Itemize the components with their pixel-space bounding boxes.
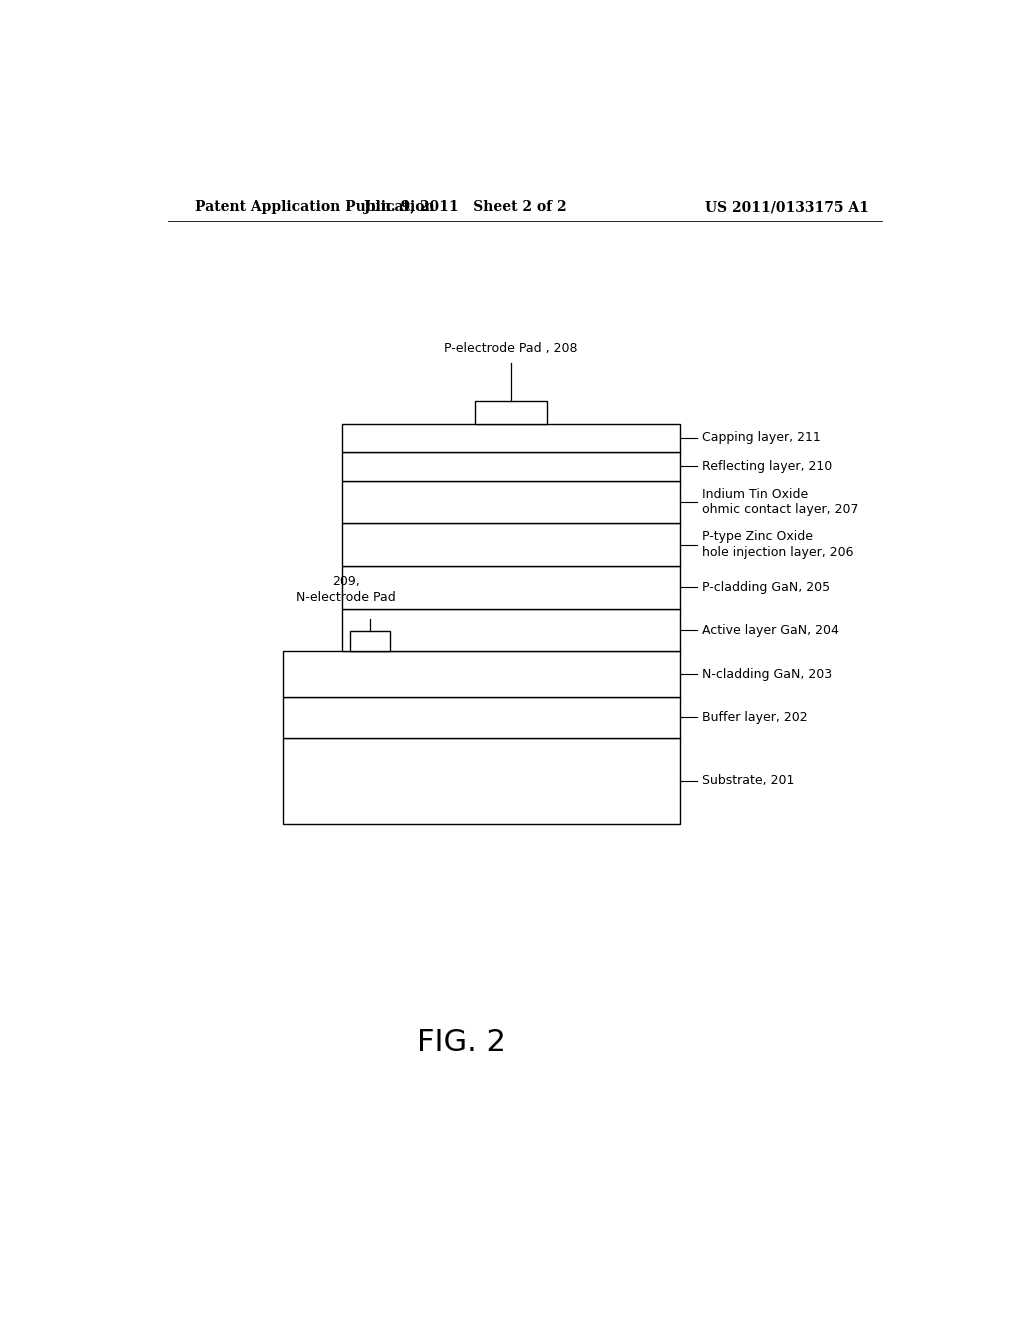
Bar (283, 697, 680, 738)
Text: Jun. 9, 2011   Sheet 2 of 2: Jun. 9, 2011 Sheet 2 of 2 (364, 201, 566, 214)
Text: P-cladding GaN, 205: P-cladding GaN, 205 (701, 581, 829, 594)
Text: US 2011/0133175 A1: US 2011/0133175 A1 (705, 201, 868, 214)
Text: P-electrode Pad , 208: P-electrode Pad , 208 (444, 342, 578, 355)
Bar (475, 401, 547, 424)
Bar (342, 523, 680, 566)
Bar (342, 566, 680, 609)
Text: FIG. 2: FIG. 2 (417, 1028, 506, 1057)
Text: Active layer GaN, 204: Active layer GaN, 204 (701, 623, 839, 636)
Text: Capping layer, 211: Capping layer, 211 (701, 432, 820, 445)
Text: P-type Zinc Oxide
hole injection layer, 206: P-type Zinc Oxide hole injection layer, … (701, 531, 853, 558)
Text: Substrate, 201: Substrate, 201 (701, 775, 795, 788)
Text: Reflecting layer, 210: Reflecting layer, 210 (701, 459, 833, 473)
Text: N-cladding GaN, 203: N-cladding GaN, 203 (701, 668, 831, 681)
Bar (283, 651, 680, 697)
Text: Buffer layer, 202: Buffer layer, 202 (701, 711, 807, 723)
Bar (350, 631, 390, 651)
Bar (342, 480, 680, 523)
Text: Patent Application Publication: Patent Application Publication (196, 201, 435, 214)
Text: Indium Tin Oxide
ohmic contact layer, 207: Indium Tin Oxide ohmic contact layer, 20… (701, 487, 858, 516)
Text: 209,
N-electrode Pad: 209, N-electrode Pad (296, 576, 396, 605)
Bar (342, 453, 680, 480)
Bar (283, 738, 680, 824)
Bar (342, 424, 680, 453)
Bar (342, 609, 680, 651)
